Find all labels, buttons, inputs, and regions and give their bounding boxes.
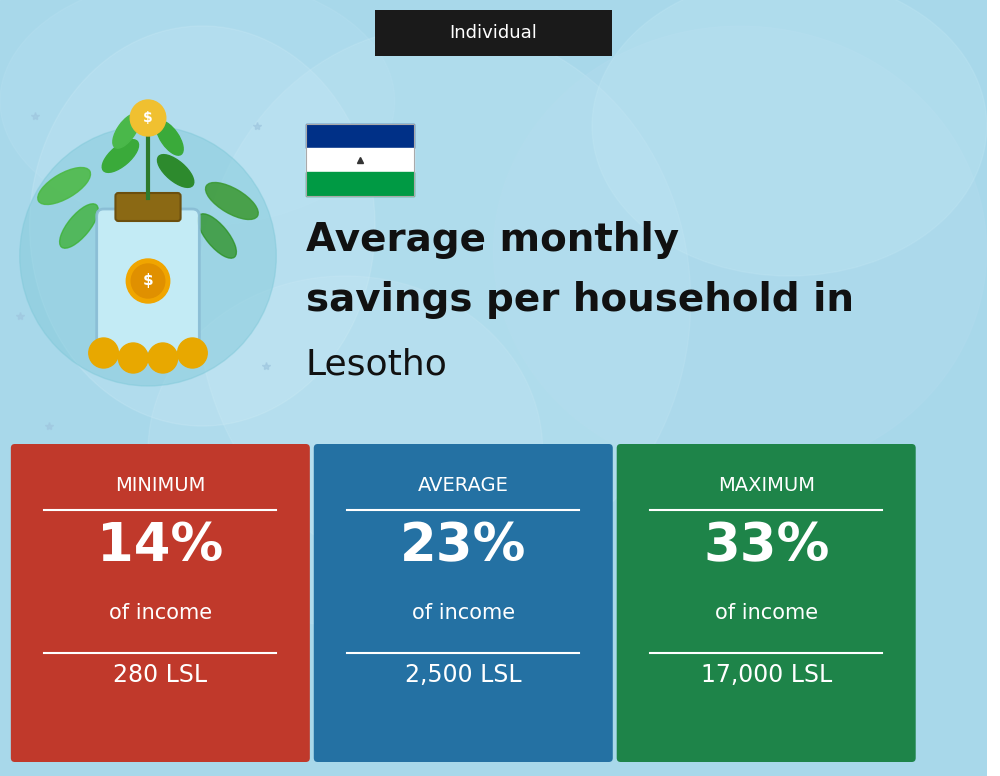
Text: 2,500 LSL: 2,500 LSL — [405, 663, 522, 687]
Text: of income: of income — [715, 603, 818, 623]
FancyBboxPatch shape — [375, 10, 612, 56]
Ellipse shape — [197, 26, 691, 576]
Text: Individual: Individual — [449, 24, 537, 42]
Text: 17,000 LSL: 17,000 LSL — [701, 663, 832, 687]
Text: 280 LSL: 280 LSL — [113, 663, 207, 687]
Text: savings per household in: savings per household in — [306, 281, 854, 319]
Ellipse shape — [0, 0, 395, 226]
Ellipse shape — [30, 26, 375, 426]
Text: $: $ — [143, 273, 153, 289]
Text: MINIMUM: MINIMUM — [115, 476, 206, 495]
Bar — [306, 172, 414, 196]
Text: of income: of income — [109, 603, 212, 623]
Ellipse shape — [157, 154, 194, 187]
Ellipse shape — [148, 276, 543, 626]
Circle shape — [89, 338, 118, 368]
Ellipse shape — [592, 0, 987, 276]
Text: 23%: 23% — [400, 520, 526, 572]
Bar — [306, 124, 414, 196]
Ellipse shape — [38, 168, 91, 205]
Ellipse shape — [156, 121, 183, 155]
Circle shape — [118, 343, 148, 373]
Ellipse shape — [102, 140, 139, 172]
Circle shape — [126, 259, 170, 303]
FancyBboxPatch shape — [11, 444, 310, 762]
Text: Lesotho: Lesotho — [306, 348, 448, 382]
Circle shape — [148, 343, 178, 373]
Ellipse shape — [493, 26, 987, 476]
Bar — [306, 147, 414, 172]
Text: 33%: 33% — [703, 520, 829, 572]
Bar — [306, 124, 414, 147]
FancyBboxPatch shape — [314, 444, 613, 762]
Circle shape — [178, 338, 207, 368]
Text: of income: of income — [412, 603, 515, 623]
FancyBboxPatch shape — [115, 193, 181, 221]
Ellipse shape — [198, 213, 236, 258]
Ellipse shape — [113, 114, 140, 148]
Ellipse shape — [206, 182, 258, 220]
Circle shape — [20, 126, 276, 386]
Ellipse shape — [60, 204, 98, 248]
Text: MAXIMUM: MAXIMUM — [718, 476, 815, 495]
Circle shape — [130, 100, 166, 136]
Circle shape — [131, 264, 165, 298]
FancyBboxPatch shape — [617, 444, 916, 762]
Text: 14%: 14% — [97, 520, 223, 572]
Text: Average monthly: Average monthly — [306, 221, 679, 259]
Text: $: $ — [143, 111, 153, 125]
Text: AVERAGE: AVERAGE — [418, 476, 509, 495]
FancyBboxPatch shape — [97, 209, 199, 353]
